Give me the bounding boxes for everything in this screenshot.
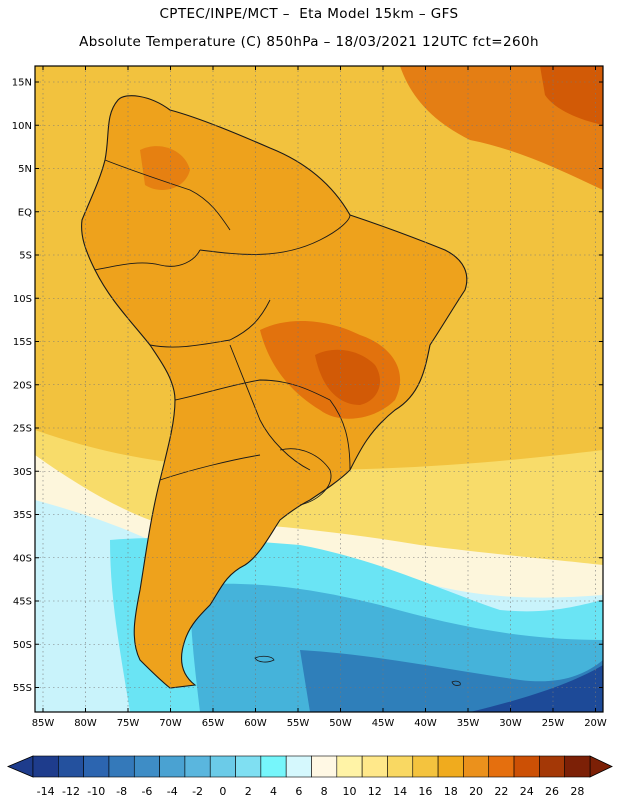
country-border [94, 249, 201, 271]
lat-label: 35S [13, 510, 32, 521]
lat-label: 40S [13, 553, 32, 564]
land-mass [81, 95, 467, 689]
lon-label: 25W [542, 718, 565, 729]
colorbar-label: 24 [520, 785, 534, 798]
colorbar-swatch [311, 755, 338, 778]
colorbar-label: 26 [545, 785, 559, 798]
colorbar-swatch [539, 755, 565, 778]
colorbar-swatch [564, 755, 591, 778]
hot-north-interior [140, 146, 190, 190]
falkland-islands [254, 655, 275, 663]
colorbar: -14 -12 -10 -8 -6 -4 -2 0 2 4 6 8 10 12 14 16 18 20 22 24 26… [6, 755, 613, 798]
hottest-interior [315, 349, 380, 405]
colorbar-label: -10 [87, 785, 105, 798]
colorbar-label: -6 [141, 785, 152, 798]
colorbar-label: 18 [444, 785, 458, 798]
lon-label: 70W [159, 718, 182, 729]
field-dark-blue-band [300, 650, 603, 712]
colorbar-label: 4 [270, 785, 277, 798]
colorbar-label: 0 [219, 785, 226, 798]
colorbar-label: -14 [37, 785, 55, 798]
colorbar-label: 12 [368, 785, 382, 798]
country-border [199, 214, 351, 255]
map-field [35, 66, 603, 712]
colorbar-swatch [184, 755, 211, 778]
colorbar-swatch [32, 755, 59, 778]
lat-label: 5S [19, 251, 32, 262]
country-border [229, 344, 311, 471]
colorbar-label: -12 [62, 785, 80, 798]
country-border [174, 379, 331, 401]
country-border [279, 448, 332, 506]
lat-label: 10S [13, 294, 32, 305]
lon-label: 40W [414, 718, 437, 729]
field-hottest-ne-ocean [540, 66, 603, 125]
country-border [104, 159, 231, 231]
colorbar-swatch [463, 755, 490, 778]
colorbar-swatch [58, 755, 84, 778]
south-georgia-island [451, 680, 461, 686]
lon-label: 65W [202, 718, 225, 729]
colorbar-swatch [108, 755, 135, 778]
lon-label: 45W [372, 718, 395, 729]
lat-label: 20S [13, 380, 32, 391]
colorbar-swatch [235, 755, 262, 778]
colorbar-label: 2 [245, 785, 252, 798]
lat-label: 15N [12, 78, 32, 89]
colorbar-label: 14 [393, 785, 407, 798]
colorbar-swatch [336, 755, 363, 778]
coastline [81, 95, 468, 689]
country-border [329, 399, 351, 471]
lon-label: 85W [32, 718, 55, 729]
country-border [159, 454, 261, 481]
lon-label: 80W [74, 718, 97, 729]
colorbar-swatch [412, 755, 439, 778]
colorbar-label: 8 [321, 785, 328, 798]
colorbar-swatch [285, 755, 312, 778]
field-darkest-blue-band [470, 665, 603, 712]
colorbar-swatch [159, 755, 186, 778]
lon-label: 35W [457, 718, 480, 729]
lon-label: 30W [499, 718, 522, 729]
lat-label: 50S [13, 640, 32, 651]
colorbar-swatch [260, 755, 287, 778]
colorbar-label: 10 [342, 785, 356, 798]
colorbar-swatch [83, 755, 110, 778]
lat-label: 15S [13, 337, 32, 348]
lon-label: 20W [584, 718, 607, 729]
lat-label: 30S [13, 467, 32, 478]
lat-label: 10N [12, 121, 32, 132]
colorbar-right-arrow [589, 755, 613, 778]
colorbar-label: 22 [494, 785, 508, 798]
lat-label: 25S [13, 424, 32, 435]
lat-label: 5N [18, 164, 32, 175]
colorbar-swatch [361, 755, 388, 778]
colorbar-swatch [133, 755, 160, 778]
colorbar-swatch [513, 755, 540, 778]
lat-label: EQ [18, 207, 32, 218]
colorbar-label: 28 [570, 785, 584, 798]
lon-label: 60W [244, 718, 267, 729]
map-subtitle: Absolute Temperature (C) 850hPa – 18/03/… [79, 34, 539, 50]
colorbar-label: -2 [192, 785, 203, 798]
colorbar-label: -8 [116, 785, 127, 798]
lat-label: 55S [13, 683, 32, 694]
lon-label: 75W [117, 718, 140, 729]
colorbar-label: 20 [469, 785, 483, 798]
colorbar-swatch [387, 755, 414, 778]
map-frame [34, 65, 604, 713]
lon-label: 50W [329, 718, 352, 729]
colorbar-swatch [488, 755, 515, 778]
colorbar-swatch [437, 755, 464, 778]
colorbar-swatch [209, 755, 236, 778]
lat-label: 45S [13, 597, 32, 608]
map-title: CPTEC/INPE/MCT – Eta Model 15km – GFS [159, 6, 459, 22]
colorbar-label: -4 [167, 785, 178, 798]
colorbar-label: 16 [418, 785, 432, 798]
country-border [149, 299, 271, 348]
colorbar-left-arrow [6, 755, 34, 778]
colorbar-label: 6 [295, 785, 302, 798]
lon-label: 55W [287, 718, 310, 729]
